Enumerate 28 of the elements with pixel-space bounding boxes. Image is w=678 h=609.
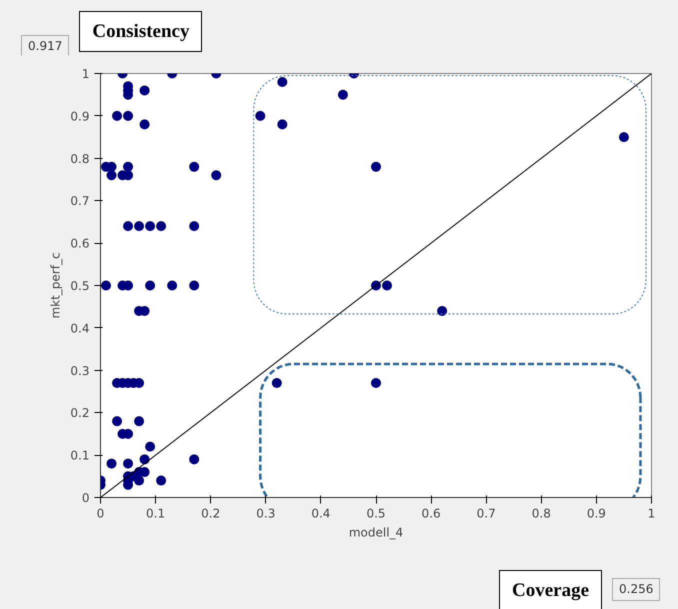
x-tick-label: 0.8: [532, 506, 551, 520]
x-tick-label: 0.2: [201, 506, 220, 520]
x-axis-title: modell_4: [348, 526, 404, 540]
y-tick-label: 0.6: [70, 236, 90, 251]
y-axis-title: mkt_perf_c: [48, 252, 62, 319]
y-tick-label: 0.8: [70, 152, 90, 166]
y-tick-label: 0.2: [70, 406, 90, 420]
x-tick-label: 0.7: [476, 506, 496, 520]
text: 0.917: [28, 38, 62, 55]
x-tick-label: 0.6: [422, 506, 441, 520]
x-tick-label: 0.9: [586, 506, 606, 520]
x-tick-label: 0: [96, 506, 104, 520]
y-tick-label: 0.1: [70, 448, 90, 463]
y-tick-label: 0.7: [70, 194, 90, 208]
x-tick-label: 1: [648, 506, 656, 520]
x-tick-label: 0.5: [366, 506, 386, 520]
x-tick-label: 0.3: [256, 506, 276, 520]
y-tick-label: 0.5: [70, 279, 90, 293]
y-tick-label: 0: [82, 491, 90, 505]
text: 0.256: [619, 581, 654, 598]
x-tick-label: 0.4: [311, 506, 330, 520]
y-tick-label: 1: [82, 67, 90, 81]
y-tick-label: 0.3: [70, 364, 90, 378]
y-tick-label: 0.4: [70, 321, 90, 336]
x-tick-label: 0.1: [146, 506, 166, 520]
y-tick-label: 0.9: [70, 109, 90, 124]
text: Consistency: [92, 20, 190, 44]
text: Coverage: [512, 579, 590, 603]
